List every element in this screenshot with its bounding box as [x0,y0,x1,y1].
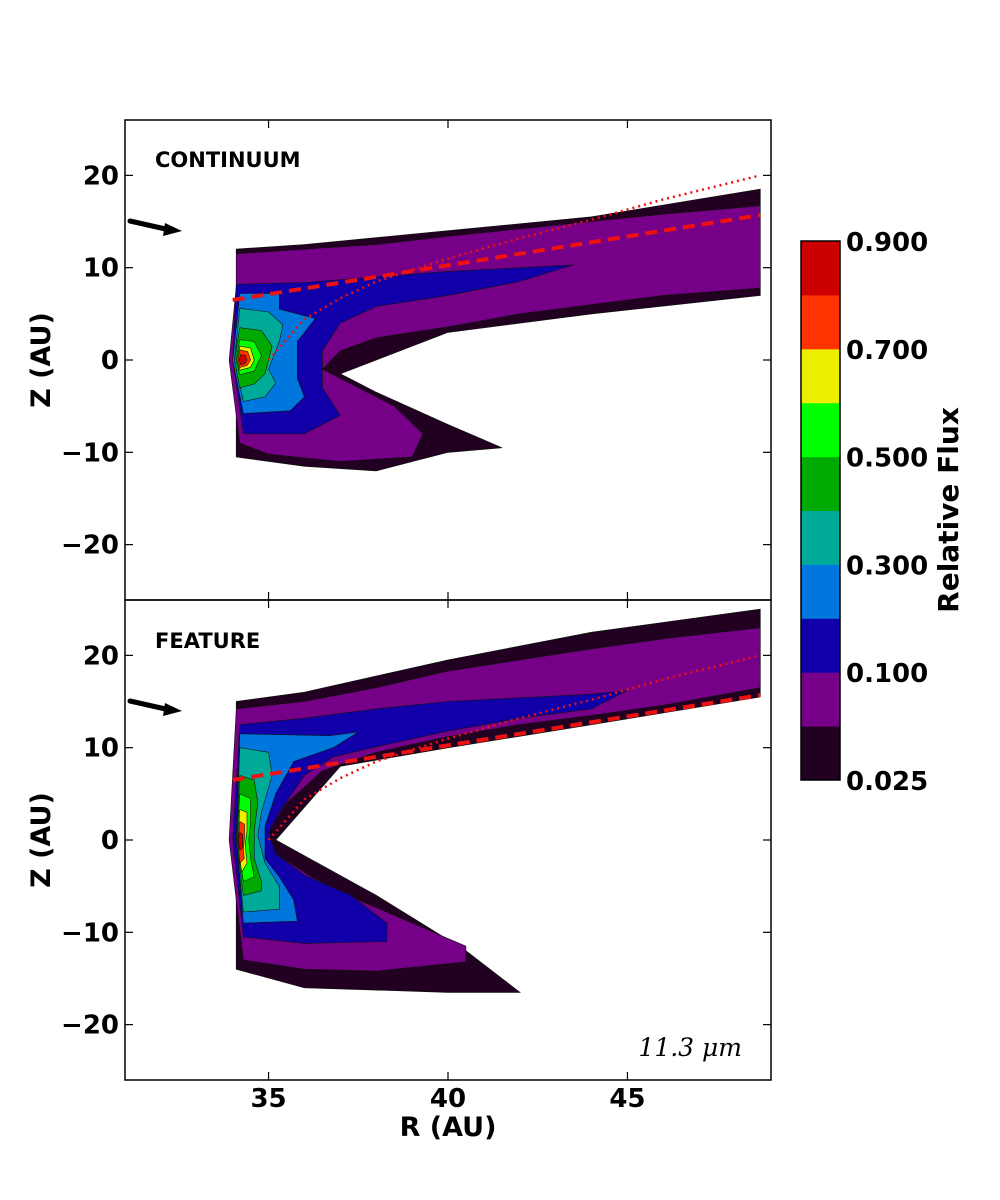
colorbar-band [801,456,840,511]
xtick-label: 40 [430,1084,466,1114]
dotted-curve [267,654,761,841]
xtick-label: 35 [250,1084,286,1114]
ytick-label: 10 [83,734,119,764]
panel-feature: −20 −10 0 10 20 35 40 45 FEATURE 11.3 μm Z (AU)… [26,599,772,1143]
continuum-frame [124,119,772,601]
ytick-label: 0 [101,826,119,856]
ytick-label: 20 [83,161,119,191]
arrow-icon [127,698,182,716]
ytick-label: −10 [61,438,119,468]
continuum-ylabel: Z (AU) [26,312,57,408]
colorbar-band [801,294,840,350]
colorbar-ticks: 0.900 0.700 0.500 0.300 0.100 0.025 [846,228,928,797]
ytick-label: 20 [83,641,119,671]
colorbar-tick-label: 0.900 [846,228,928,258]
feature-xlabel: R (AU) [400,1112,497,1143]
continuum-contours [228,174,761,472]
colorbar-frame [800,240,841,781]
dashed-line [232,213,761,302]
contour-level-9 [238,832,243,851]
colorbar-tick-label: 0.300 [846,551,928,581]
colorbar-tick-label: 0.025 [846,767,928,797]
continuum-panel-label: CONTINUUM [155,148,301,172]
ytick-label: 10 [83,254,119,284]
contour-level-2 [232,264,574,435]
colorbar-tick-label: 0.700 [846,336,928,366]
colorbar-band [801,672,840,727]
colorbar-band [801,618,840,673]
colorbar-band [801,402,840,458]
colorbar: 0.900 0.700 0.500 0.300 0.100 0.025 Relative … [800,228,965,797]
dashed-line [232,693,761,782]
arrow-icon [127,218,182,236]
panel-continuum: −20 −10 0 10 20 CONTINUUM Z (AU) [26,119,772,601]
feature-ylabel: Z (AU) [26,792,57,888]
wavelength-label: 11.3 μm [638,1033,742,1062]
colorbar-band [801,348,840,404]
colorbar-band [801,564,840,619]
feature-ticks: −20 −10 0 10 20 35 40 45 [61,600,771,1114]
colorbar-band [801,726,840,781]
colorbar-label: Relative Flux [932,407,965,613]
colorbar-band [801,241,840,296]
feature-contours [228,608,761,993]
colorbar-tick-label: 0.100 [846,659,928,689]
colorbar-band [801,510,840,565]
feature-panel-label: FEATURE [155,629,260,653]
xtick-label: 45 [609,1084,645,1114]
ytick-label: 0 [101,346,119,376]
contour-level-1 [228,205,761,462]
colorbar-bands [801,241,840,781]
ytick-label: −10 [61,918,119,948]
colorbar-tick-label: 0.500 [846,444,928,474]
ytick-label: −20 [61,531,119,561]
ytick-label: −20 [61,1011,119,1041]
dotted-curve [267,174,761,361]
contour-level-9 [238,354,248,365]
continuum-ticks: −20 −10 0 10 20 [61,120,771,600]
